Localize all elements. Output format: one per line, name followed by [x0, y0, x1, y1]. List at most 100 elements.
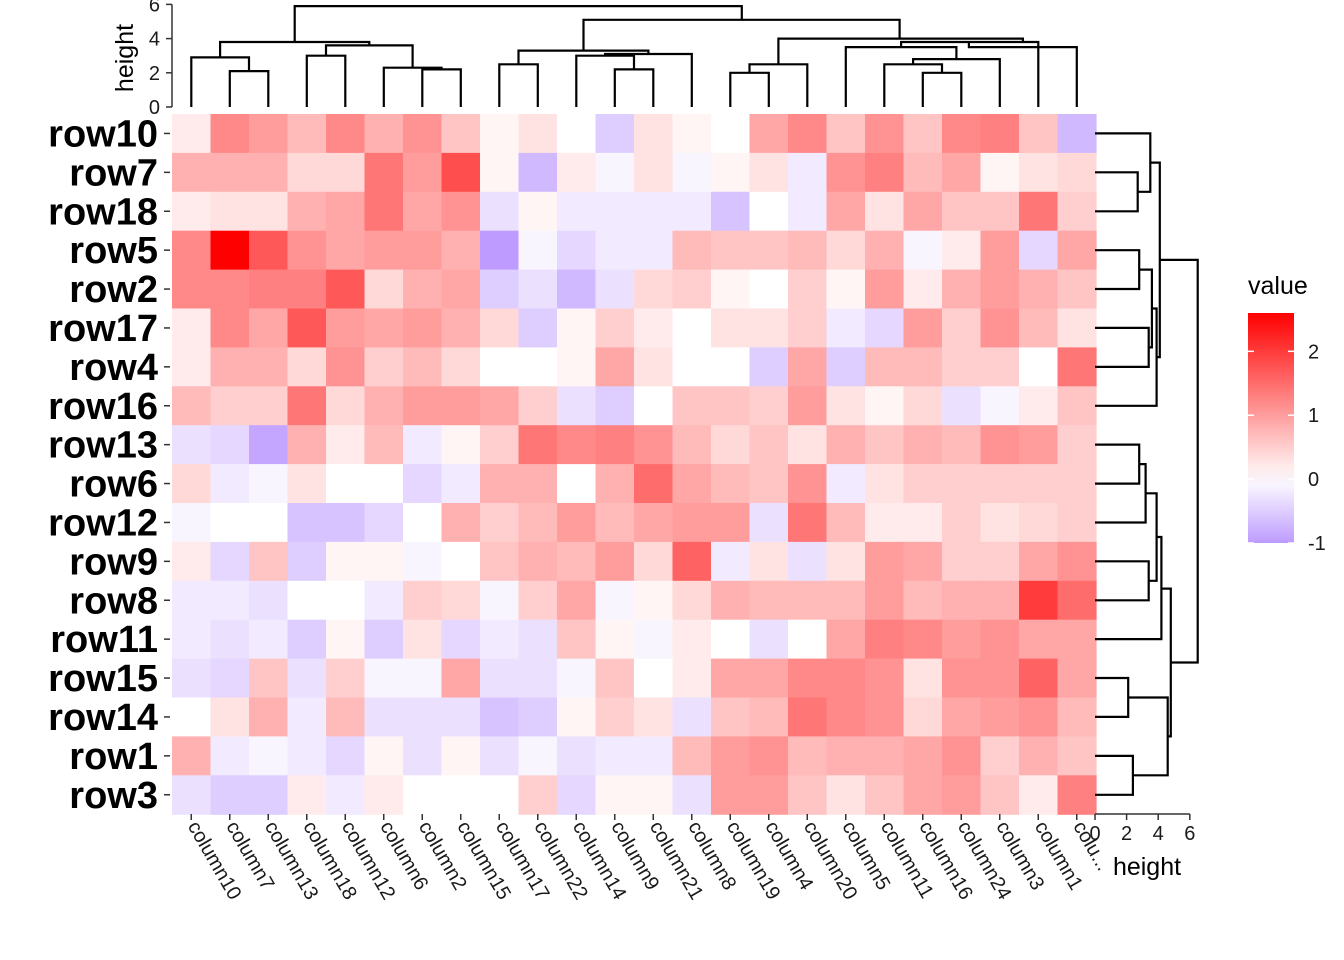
- heatmap-cell: [980, 152, 1020, 193]
- heatmap-cell: [1019, 541, 1059, 582]
- heatmap-cell: [865, 658, 905, 699]
- heatmap-cell: [1019, 230, 1059, 271]
- dendrogram-link: [748, 63, 809, 107]
- heatmap-cell: [557, 464, 597, 504]
- heatmap-cell: [441, 308, 481, 348]
- heatmap-cell: [942, 269, 982, 310]
- row-label: row1: [69, 736, 158, 778]
- heatmap-cell: [788, 269, 828, 310]
- heatmap-cell: [826, 425, 866, 465]
- heatmap-cell: [441, 152, 481, 193]
- heatmap-cell: [942, 386, 982, 426]
- heatmap-cell: [788, 386, 828, 426]
- heatmap-cell: [249, 191, 289, 232]
- dendrogram-link: [613, 68, 655, 107]
- dendrogram-link: [967, 42, 1078, 107]
- dendrogram-link: [1095, 171, 1139, 213]
- heatmap-cell: [595, 541, 635, 582]
- heatmap-cell: [480, 152, 520, 193]
- heatmap-cell: [403, 541, 443, 582]
- dendrogram-link: [1095, 132, 1152, 193]
- heatmap-cell: [749, 619, 789, 660]
- heatmap-cell: [364, 152, 404, 193]
- heatmap-cell: [826, 114, 866, 154]
- dendrogram-link: [604, 52, 693, 107]
- heatmap-cell: [672, 191, 712, 232]
- heatmap-cell: [172, 347, 212, 387]
- heatmap-cell: [903, 269, 943, 310]
- heatmap-cell: [980, 308, 1020, 348]
- row-label: row14: [48, 697, 158, 739]
- heatmap-cell: [1057, 697, 1097, 737]
- heatmap-cell: [364, 114, 404, 154]
- heatmap-cell: [826, 152, 866, 193]
- heatmap-cell: [595, 347, 635, 387]
- heatmap-cell: [595, 736, 635, 776]
- heatmap-cell: [942, 736, 982, 776]
- heatmap-cell: [557, 658, 597, 699]
- row-label: row16: [48, 386, 158, 428]
- heatmap-cell: [942, 541, 982, 582]
- heatmap-cell: [210, 114, 250, 154]
- heatmap-cell: [403, 736, 443, 776]
- heatmap-cell: [287, 308, 327, 348]
- heatmap-cell: [1057, 308, 1097, 348]
- heatmap-cell: [518, 580, 558, 621]
- legend-tick-label: -1: [1308, 533, 1326, 555]
- heatmap-cell: [326, 425, 366, 465]
- heatmap-cell: [634, 308, 674, 348]
- heatmap-cell: [980, 503, 1020, 543]
- heatmap-cell: [557, 114, 597, 154]
- heatmap-cell: [942, 230, 982, 271]
- heatmap-cell: [1057, 503, 1097, 543]
- dendrogram-link: [1095, 676, 1130, 718]
- heatmap-cell: [1057, 425, 1097, 465]
- heatmap-cell: [634, 580, 674, 621]
- heatmap-cell: [172, 775, 212, 815]
- heatmap-cell: [172, 580, 212, 621]
- dendrogram-link: [912, 58, 1001, 107]
- heatmap-cell: [903, 775, 943, 815]
- heatmap-cell: [942, 697, 982, 737]
- heatmap-cell: [672, 386, 712, 426]
- dendrogram-link: [1145, 492, 1158, 582]
- heatmap-cell: [826, 191, 866, 232]
- heatmap-cell: [1019, 658, 1059, 699]
- dendrogram-link: [1095, 560, 1150, 602]
- heatmap-cell: [711, 658, 751, 699]
- heatmap-cell: [287, 503, 327, 543]
- heatmap-cell: [595, 697, 635, 737]
- heatmap-cell: [249, 308, 289, 348]
- heatmap-cell: [980, 191, 1020, 232]
- heatmap-cell: [826, 580, 866, 621]
- heatmap-cell: [326, 347, 366, 387]
- right-axis-tick-label: 4: [1153, 823, 1164, 845]
- heatmap-cell: [595, 230, 635, 271]
- heatmap-cell: [1057, 114, 1097, 154]
- heatmap-cell: [441, 347, 481, 387]
- heatmap-cell: [480, 114, 520, 154]
- heatmap-cell: [557, 736, 597, 776]
- heatmap-cell: [480, 503, 520, 543]
- heatmap-cell: [1019, 386, 1059, 426]
- heatmap-cell: [942, 619, 982, 660]
- heatmap-cell: [480, 619, 520, 660]
- heatmap-cell: [903, 464, 943, 504]
- dendrogram-link: [844, 46, 958, 107]
- dendrogram-link: [1161, 587, 1172, 738]
- heatmap-cell: [980, 464, 1020, 504]
- heatmap-cell: [172, 269, 212, 310]
- heatmap-cell: [518, 425, 558, 465]
- heatmap-cell: [480, 308, 520, 348]
- row-label: row6: [69, 464, 158, 506]
- heatmap-cell: [672, 347, 712, 387]
- heatmap-cell: [210, 580, 250, 621]
- row-label: row4: [69, 347, 158, 389]
- heatmap-cell: [364, 697, 404, 737]
- heatmap-cell: [788, 191, 828, 232]
- heatmap-cell: [826, 697, 866, 737]
- heatmap-cell: [518, 114, 558, 154]
- heatmap-cell: [210, 230, 250, 271]
- row-label: row17: [48, 308, 158, 350]
- heatmap-cell: [403, 191, 443, 232]
